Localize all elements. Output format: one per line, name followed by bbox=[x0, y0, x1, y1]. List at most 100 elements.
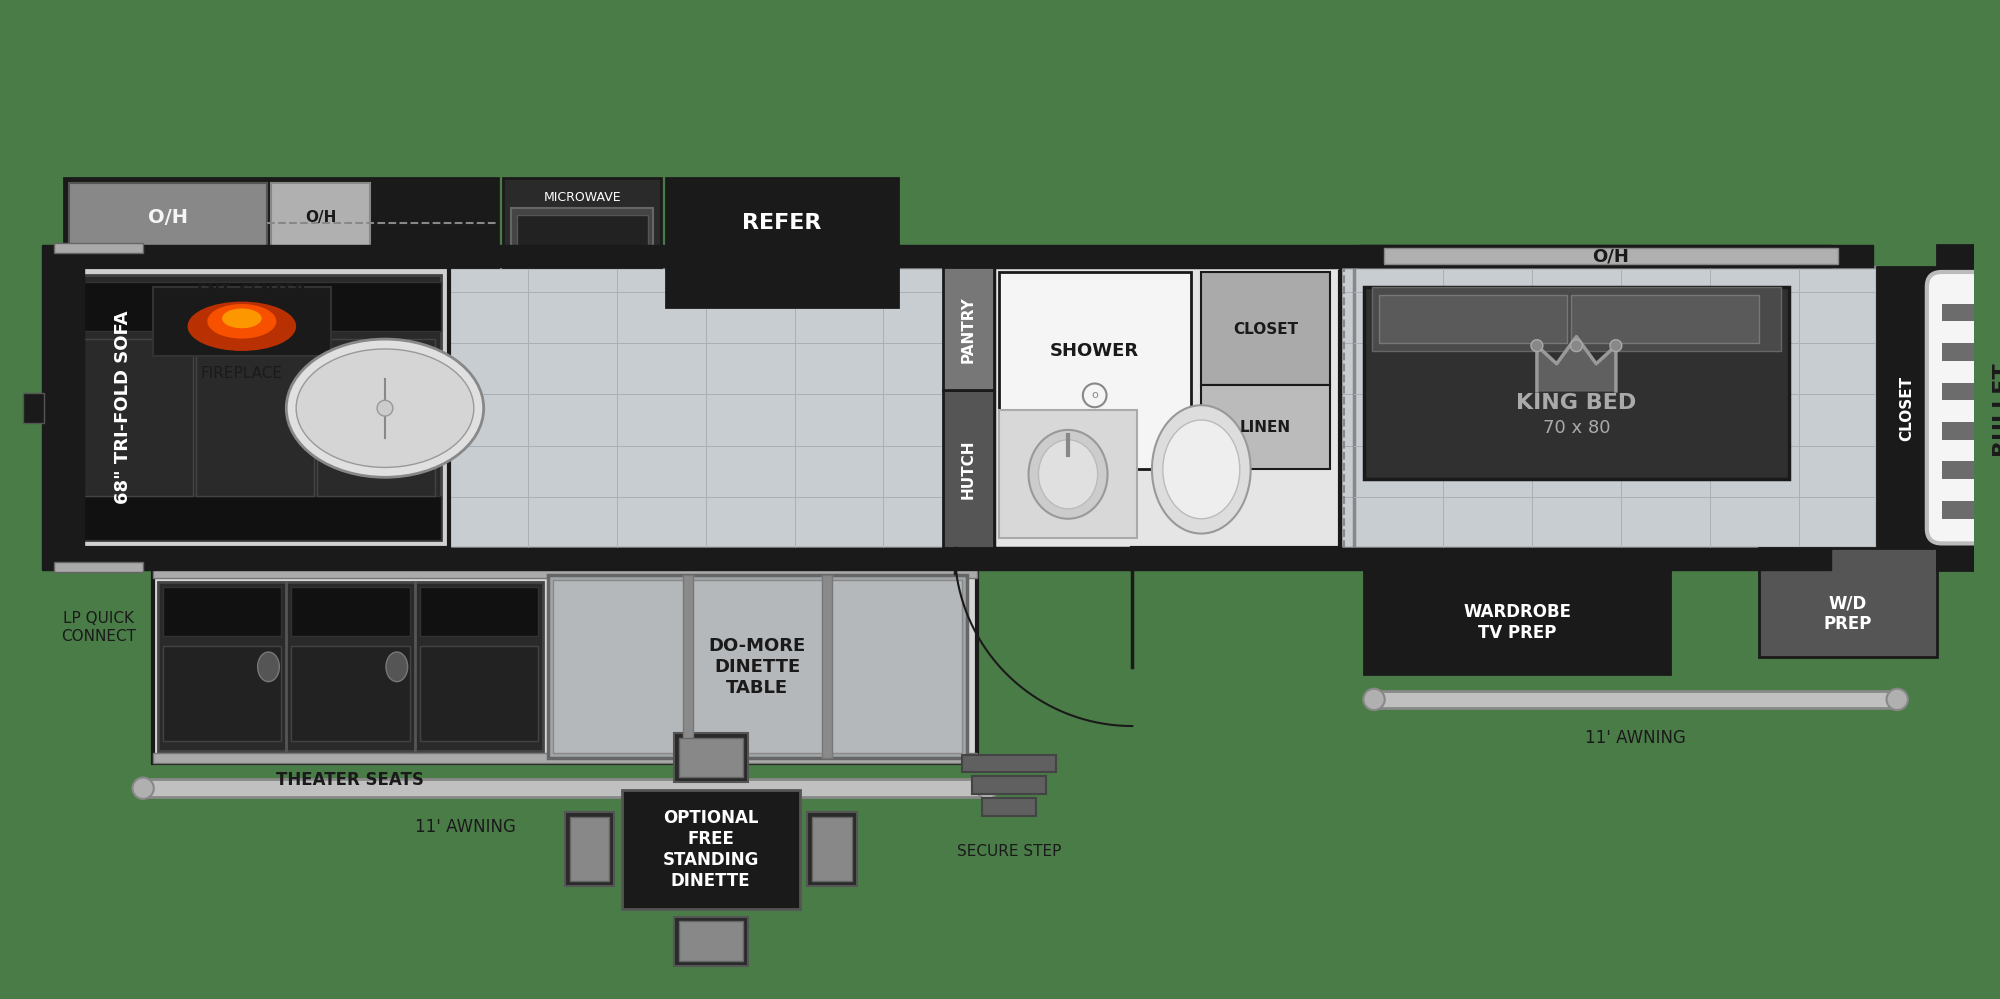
Text: MICROWAVE: MICROWAVE bbox=[544, 192, 622, 205]
Text: BULLET: BULLET bbox=[1990, 362, 2000, 455]
Ellipse shape bbox=[1364, 688, 1384, 710]
Bar bbox=[982, 798, 1036, 816]
Bar bbox=[1942, 500, 1990, 518]
Text: LP QUICK
CONNECT: LP QUICK CONNECT bbox=[62, 611, 136, 643]
Bar bbox=[154, 752, 978, 762]
Ellipse shape bbox=[386, 652, 408, 681]
Bar bbox=[1378, 295, 1566, 343]
Text: 11' AWNING: 11' AWNING bbox=[1586, 729, 1686, 747]
Bar bbox=[22, 394, 44, 423]
Bar bbox=[1202, 386, 1330, 470]
Text: 11' AWNING: 11' AWNING bbox=[416, 818, 516, 836]
Bar bbox=[72, 497, 442, 540]
Bar bbox=[680, 921, 744, 961]
Ellipse shape bbox=[286, 339, 484, 478]
Bar bbox=[292, 586, 410, 636]
Bar bbox=[76, 339, 194, 497]
Text: DO-MORE
DINETTE
TABLE: DO-MORE DINETTE TABLE bbox=[708, 637, 806, 696]
Bar bbox=[154, 570, 978, 762]
Bar bbox=[158, 582, 542, 750]
Bar bbox=[622, 790, 800, 909]
Text: REFER: REFER bbox=[742, 213, 822, 233]
Bar bbox=[84, 548, 1832, 570]
Ellipse shape bbox=[188, 302, 296, 351]
Bar bbox=[1572, 295, 1760, 343]
Bar bbox=[72, 275, 442, 540]
Text: PANTRY: PANTRY bbox=[960, 296, 976, 363]
Bar bbox=[1936, 246, 2000, 570]
Text: FIREPLACE: FIREPLACE bbox=[200, 367, 282, 382]
Bar bbox=[54, 562, 144, 572]
Bar bbox=[62, 246, 84, 570]
Text: LINEN: LINEN bbox=[1240, 421, 1292, 436]
Ellipse shape bbox=[208, 304, 276, 339]
Bar bbox=[292, 646, 410, 741]
Bar bbox=[972, 776, 1046, 794]
Bar bbox=[1364, 287, 1788, 480]
Bar bbox=[680, 738, 744, 777]
Text: O/H: O/H bbox=[306, 210, 336, 225]
Bar bbox=[674, 916, 748, 966]
Text: ENT. CENTER: ENT. CENTER bbox=[198, 284, 306, 300]
Bar bbox=[272, 183, 370, 262]
Circle shape bbox=[1610, 340, 1622, 352]
Bar bbox=[72, 282, 442, 332]
Circle shape bbox=[1530, 340, 1542, 352]
Bar bbox=[808, 812, 856, 886]
Bar bbox=[1364, 570, 1670, 673]
Bar bbox=[1942, 383, 1990, 401]
Ellipse shape bbox=[222, 309, 262, 329]
Bar bbox=[318, 339, 436, 497]
Bar bbox=[518, 215, 648, 257]
Bar bbox=[812, 817, 852, 881]
Bar bbox=[998, 411, 1138, 538]
Text: WARDROBE
TV PREP: WARDROBE TV PREP bbox=[1464, 603, 1572, 641]
Ellipse shape bbox=[1886, 688, 1908, 710]
Bar bbox=[504, 178, 662, 267]
Text: THEATER SEATS: THEATER SEATS bbox=[276, 771, 424, 789]
Text: OPTIONAL
FREE
STANDING
DINETTE: OPTIONAL FREE STANDING DINETTE bbox=[662, 809, 758, 890]
Text: SHOWER: SHOWER bbox=[1050, 342, 1140, 360]
Bar bbox=[666, 178, 898, 307]
Bar bbox=[64, 178, 498, 267]
Bar bbox=[942, 391, 994, 548]
Bar bbox=[1942, 304, 1990, 322]
Bar bbox=[512, 208, 654, 262]
Bar bbox=[144, 779, 988, 797]
Bar bbox=[962, 754, 1056, 772]
Circle shape bbox=[1570, 340, 1582, 352]
Bar bbox=[1360, 246, 1872, 267]
FancyBboxPatch shape bbox=[1926, 272, 2000, 543]
Bar bbox=[1354, 267, 1878, 548]
Bar bbox=[1202, 272, 1330, 386]
Text: O/H: O/H bbox=[148, 208, 188, 227]
Ellipse shape bbox=[258, 652, 280, 681]
Bar bbox=[196, 339, 314, 497]
Bar bbox=[564, 812, 614, 886]
Ellipse shape bbox=[296, 349, 474, 468]
Ellipse shape bbox=[132, 777, 154, 799]
Polygon shape bbox=[1536, 337, 1616, 391]
Bar bbox=[1374, 690, 1898, 708]
Text: O/H: O/H bbox=[1592, 247, 1630, 265]
Bar bbox=[994, 267, 1340, 548]
Bar bbox=[942, 267, 994, 391]
Text: SECURE STEP: SECURE STEP bbox=[956, 844, 1062, 859]
Bar bbox=[84, 246, 1832, 267]
Bar bbox=[1372, 287, 1780, 351]
Text: W/D
PREP: W/D PREP bbox=[1824, 594, 1872, 633]
Ellipse shape bbox=[1038, 440, 1098, 508]
Bar bbox=[552, 580, 962, 752]
Text: 70 x 80: 70 x 80 bbox=[1542, 419, 1610, 437]
Bar bbox=[64, 267, 450, 548]
Bar bbox=[162, 586, 282, 636]
Bar bbox=[154, 287, 330, 356]
Ellipse shape bbox=[1028, 430, 1108, 518]
Bar bbox=[674, 733, 748, 782]
Bar bbox=[162, 646, 282, 741]
Bar bbox=[1942, 422, 1990, 440]
Bar bbox=[70, 183, 266, 262]
Bar bbox=[1384, 249, 1838, 264]
Bar bbox=[1942, 462, 1990, 480]
Text: 68" TRI-FOLD SOFA: 68" TRI-FOLD SOFA bbox=[114, 311, 132, 504]
